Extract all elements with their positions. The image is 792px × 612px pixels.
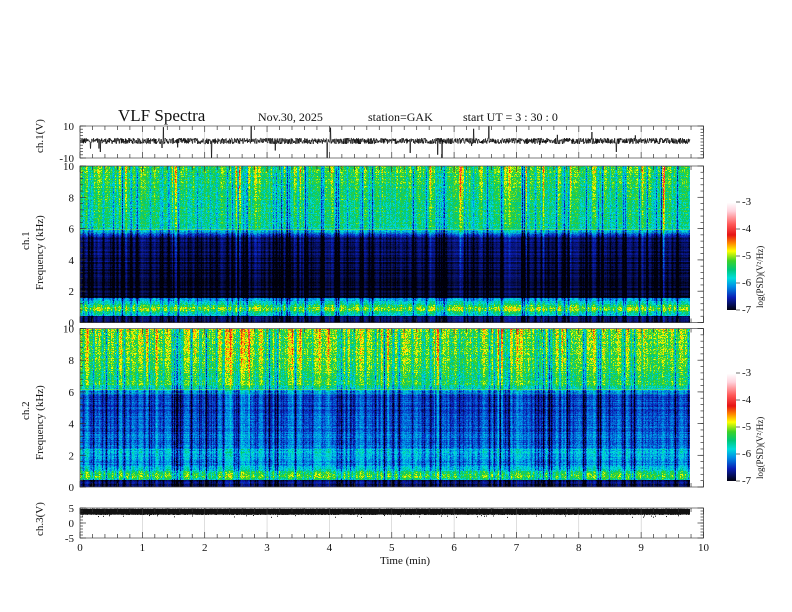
svg-text:5: 5 [389, 542, 395, 554]
svg-text:-3: -3 [742, 196, 752, 208]
svg-text:-4: -4 [742, 223, 752, 235]
svg-text:10: 10 [698, 542, 710, 554]
svg-text:2: 2 [202, 542, 208, 554]
svg-text:2: 2 [69, 450, 75, 462]
svg-text:-3: -3 [742, 367, 752, 379]
svg-text:4: 4 [327, 542, 333, 554]
svg-text:0: 0 [77, 542, 83, 554]
svg-text:9: 9 [638, 542, 644, 554]
svg-text:-6: -6 [742, 277, 752, 289]
svg-text:10: 10 [63, 324, 75, 336]
svg-text:6: 6 [69, 224, 75, 236]
svg-text:4: 4 [69, 255, 75, 267]
svg-text:-5: -5 [65, 533, 75, 545]
svg-text:1: 1 [140, 542, 146, 554]
svg-text:10: 10 [63, 121, 75, 133]
svg-text:-7: -7 [742, 304, 752, 316]
svg-text:8: 8 [69, 355, 75, 367]
svg-text:2: 2 [69, 286, 75, 298]
svg-text:0: 0 [69, 518, 75, 530]
svg-text:7: 7 [514, 542, 520, 554]
svg-text:-6: -6 [742, 448, 752, 460]
svg-text:-5: -5 [742, 250, 752, 262]
svg-text:3: 3 [264, 542, 270, 554]
svg-text:8: 8 [576, 542, 582, 554]
svg-text:6: 6 [69, 387, 75, 399]
svg-text:4: 4 [69, 419, 75, 431]
svg-text:5: 5 [69, 503, 75, 515]
svg-text:0: 0 [69, 482, 75, 494]
svg-text:-5: -5 [742, 421, 752, 433]
svg-text:8: 8 [69, 192, 75, 204]
svg-text:6: 6 [451, 542, 457, 554]
svg-text:log(PSD)(V²/Hz): log(PSD)(V²/Hz) [755, 246, 765, 308]
svg-text:log(PSD)(V²/Hz): log(PSD)(V²/Hz) [755, 417, 765, 479]
svg-text:10: 10 [63, 161, 75, 173]
svg-text:-4: -4 [742, 394, 752, 406]
svg-text:-7: -7 [742, 475, 752, 487]
